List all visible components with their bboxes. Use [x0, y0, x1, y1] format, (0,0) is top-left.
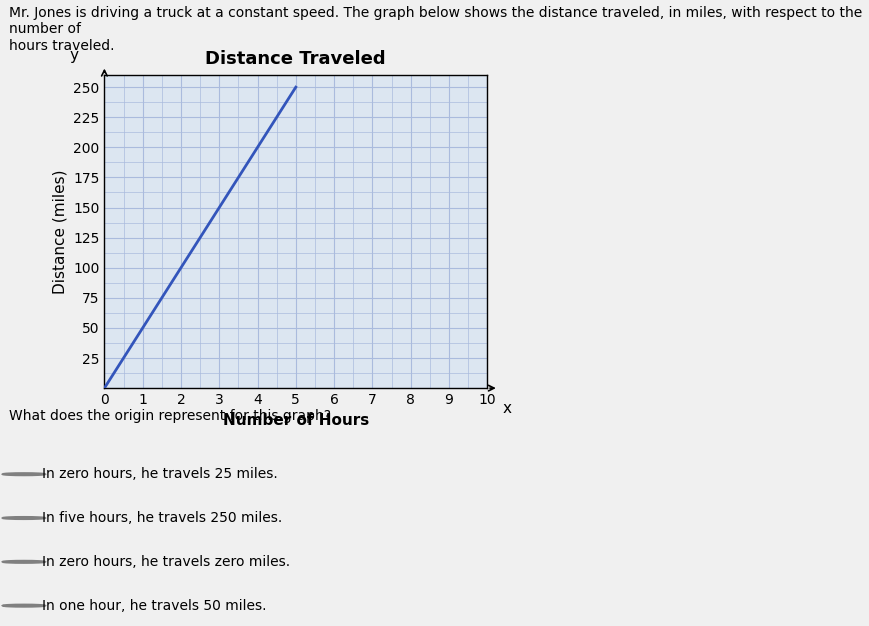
- Circle shape: [3, 561, 45, 563]
- Text: Mr. Jones is driving a truck at a constant speed. The graph below shows the dist: Mr. Jones is driving a truck at a consta…: [9, 6, 861, 53]
- Circle shape: [3, 473, 45, 475]
- X-axis label: Number of Hours: Number of Hours: [222, 413, 368, 428]
- Y-axis label: Distance (miles): Distance (miles): [52, 170, 68, 294]
- Title: Distance Traveled: Distance Traveled: [205, 50, 386, 68]
- Circle shape: [3, 517, 45, 519]
- Text: y: y: [70, 48, 78, 63]
- Text: In zero hours, he travels zero miles.: In zero hours, he travels zero miles.: [43, 555, 290, 569]
- Text: x: x: [502, 401, 511, 416]
- Text: In five hours, he travels 250 miles.: In five hours, he travels 250 miles.: [43, 511, 282, 525]
- Text: What does the origin represent for this graph?: What does the origin represent for this …: [9, 409, 330, 423]
- Text: In one hour, he travels 50 miles.: In one hour, he travels 50 miles.: [43, 598, 267, 613]
- Circle shape: [3, 605, 45, 607]
- Text: In zero hours, he travels 25 miles.: In zero hours, he travels 25 miles.: [43, 467, 278, 481]
